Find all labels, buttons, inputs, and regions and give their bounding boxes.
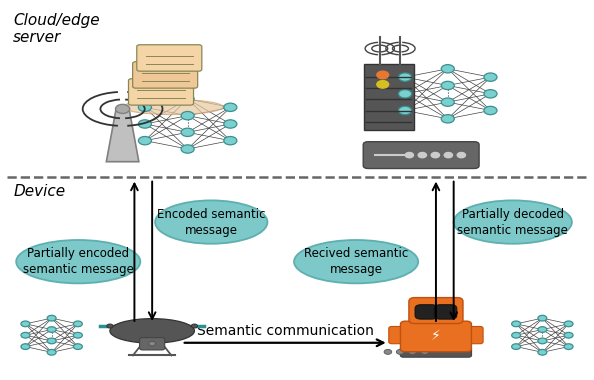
Circle shape (441, 98, 454, 106)
Circle shape (47, 327, 56, 332)
Text: ⚡: ⚡ (431, 329, 441, 344)
Circle shape (538, 315, 547, 321)
Ellipse shape (294, 240, 418, 283)
Circle shape (74, 344, 83, 350)
Circle shape (21, 344, 30, 350)
FancyBboxPatch shape (464, 326, 483, 344)
Circle shape (564, 321, 573, 327)
Circle shape (399, 90, 412, 98)
Circle shape (511, 332, 520, 338)
FancyBboxPatch shape (415, 305, 438, 319)
FancyBboxPatch shape (364, 63, 414, 130)
Circle shape (384, 350, 392, 354)
Circle shape (107, 324, 113, 328)
Circle shape (538, 338, 547, 344)
Circle shape (224, 103, 237, 111)
Circle shape (564, 344, 573, 350)
Circle shape (441, 115, 454, 123)
FancyBboxPatch shape (363, 142, 479, 168)
Text: Recived semantic
message: Recived semantic message (304, 247, 408, 276)
Text: Device: Device (13, 184, 65, 200)
Circle shape (181, 111, 194, 120)
FancyBboxPatch shape (409, 298, 463, 323)
Circle shape (47, 315, 56, 321)
FancyBboxPatch shape (389, 326, 408, 344)
FancyBboxPatch shape (137, 45, 202, 71)
Circle shape (418, 152, 426, 158)
Circle shape (181, 145, 194, 153)
Ellipse shape (454, 200, 572, 244)
Circle shape (191, 324, 197, 328)
Circle shape (441, 65, 454, 73)
Circle shape (538, 350, 547, 355)
Ellipse shape (122, 100, 223, 114)
Circle shape (421, 350, 429, 354)
FancyBboxPatch shape (128, 79, 194, 105)
Circle shape (181, 95, 194, 103)
Circle shape (138, 103, 151, 111)
Circle shape (148, 342, 156, 346)
Circle shape (115, 105, 129, 113)
Circle shape (138, 120, 151, 128)
Circle shape (511, 344, 520, 350)
Circle shape (441, 81, 454, 90)
Polygon shape (106, 109, 139, 162)
Circle shape (21, 321, 30, 327)
Circle shape (47, 338, 56, 344)
Circle shape (399, 106, 412, 115)
FancyBboxPatch shape (434, 305, 457, 319)
Circle shape (47, 350, 56, 355)
Text: Encoded semantic
message: Encoded semantic message (157, 207, 266, 237)
Text: Partially decoded
semantic message: Partially decoded semantic message (457, 207, 568, 237)
Circle shape (409, 350, 416, 354)
Ellipse shape (155, 200, 267, 244)
Text: Partially encoded
semantic message: Partially encoded semantic message (23, 247, 134, 276)
Circle shape (511, 321, 520, 327)
Circle shape (431, 152, 440, 158)
FancyBboxPatch shape (140, 337, 165, 350)
Ellipse shape (16, 240, 140, 283)
Circle shape (224, 136, 237, 145)
Circle shape (224, 120, 237, 128)
Text: Semantic communication: Semantic communication (197, 324, 374, 338)
Circle shape (181, 128, 194, 136)
FancyBboxPatch shape (400, 347, 472, 357)
Circle shape (444, 152, 453, 158)
Circle shape (396, 350, 404, 354)
Circle shape (138, 136, 151, 145)
Circle shape (377, 81, 388, 88)
Circle shape (538, 327, 547, 332)
Circle shape (74, 321, 83, 327)
Circle shape (405, 152, 413, 158)
Circle shape (484, 106, 497, 115)
Circle shape (74, 332, 83, 338)
FancyBboxPatch shape (400, 321, 472, 352)
Circle shape (484, 90, 497, 98)
Ellipse shape (110, 319, 194, 343)
Circle shape (377, 71, 388, 79)
Circle shape (564, 332, 573, 338)
Circle shape (399, 73, 412, 81)
Circle shape (457, 152, 466, 158)
Text: Cloud/edge
server: Cloud/edge server (13, 13, 100, 45)
Circle shape (21, 332, 30, 338)
Circle shape (484, 73, 497, 81)
FancyBboxPatch shape (132, 62, 198, 88)
